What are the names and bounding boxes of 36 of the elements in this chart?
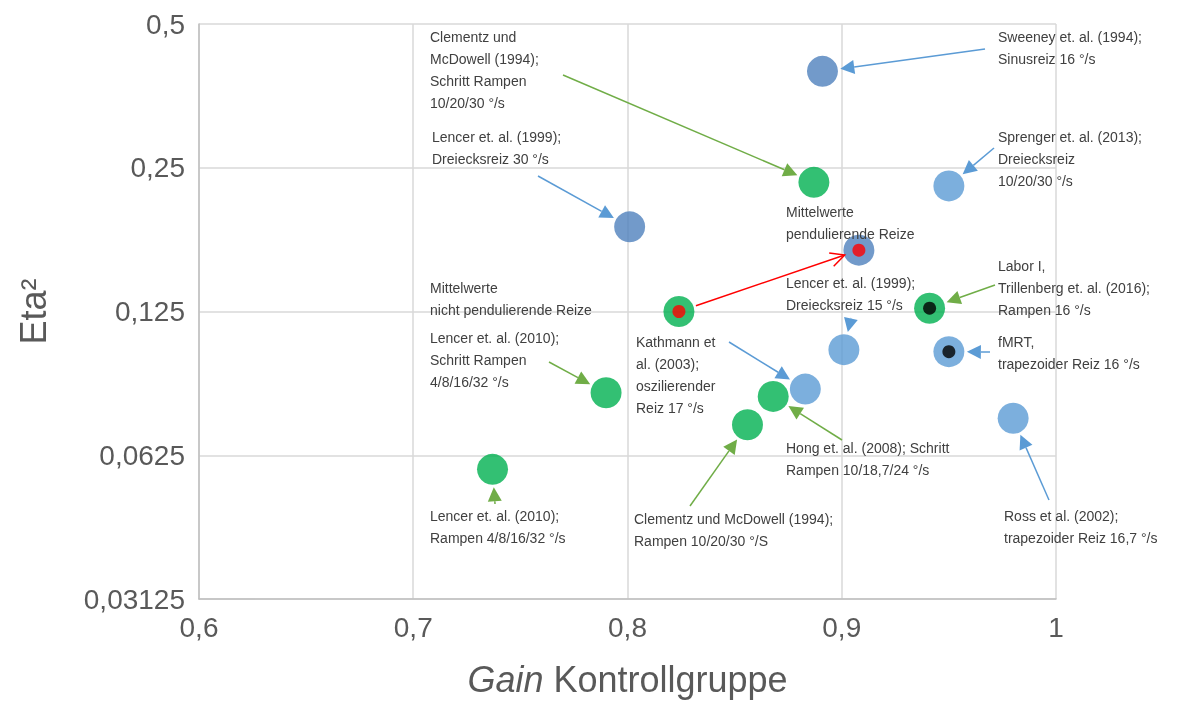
x-tick-label: 1 [1048,611,1064,643]
y-tick-label: 0,125 [114,296,185,327]
y-tick-label: 0,0625 [99,439,185,471]
point [614,211,646,243]
annotation: Ross et al. (2002); trapezoider Reiz 16,7 °/s [1004,507,1158,548]
annotation: Kathmann et al. (2003); oszilierender Reiz 17 °/s [636,333,716,418]
annotation: Clementz und McDowell (1994); Rampen 10/20/30 °/S [634,510,834,551]
annotation: Sprenger et. al. (2013); Dreiecksreiz 10/20/30 °/s [998,128,1142,191]
point [828,334,860,366]
point [477,453,509,485]
annotation: Lencer et. al. (2010); Rampen 4/8/16/32 °/s [430,507,566,548]
point [732,409,763,441]
annotation: Mittelwerte nicht pendulierende Reize [430,279,592,320]
point [798,166,830,198]
y-tick-label: 0,25 [130,152,185,184]
annotation: Lencer et. al. (2010); Schritt Rampen 4/8/16/32 °/s [430,329,560,392]
annotation: Hong et. al. (2008); Schritt Rampen 10/18,7/24 °/s [786,439,950,480]
annotation: Sweeney et. al. (1994); Sinusreiz 16 °/s [998,28,1142,69]
x-tick-label: 0,8 [608,611,647,643]
point [807,55,838,87]
point [789,373,821,405]
annotation: fMRT, trapezoider Reiz 16 °/s [998,333,1140,374]
annotation: Labor I, Trillenberg et. al. (2016); Rampen 16 °/s [998,257,1150,320]
point [933,170,965,202]
annotation: Lencer et. al. (1999); Dreiecksreiz 15 °/s [786,274,916,315]
point [590,377,622,409]
annotation: Lencer et. al. (1999); Dreiecksreiz 30 °/s [432,128,562,169]
y-axis-title: Eta² [12,278,54,345]
x-tick-label: 0,7 [393,611,433,643]
annotation: Clementz und McDowell (1994); Schritt Rampen 10/20/30 °/s [430,28,539,113]
point [997,402,1029,434]
point [757,380,789,412]
x-axis-title: Gain Kontrollgruppe [467,658,788,700]
annotation: Mittelwerte pendulierende Reize [786,203,915,244]
x-tick-label: 0,9 [822,611,862,643]
y-tick-label: 0,5 [146,8,185,40]
